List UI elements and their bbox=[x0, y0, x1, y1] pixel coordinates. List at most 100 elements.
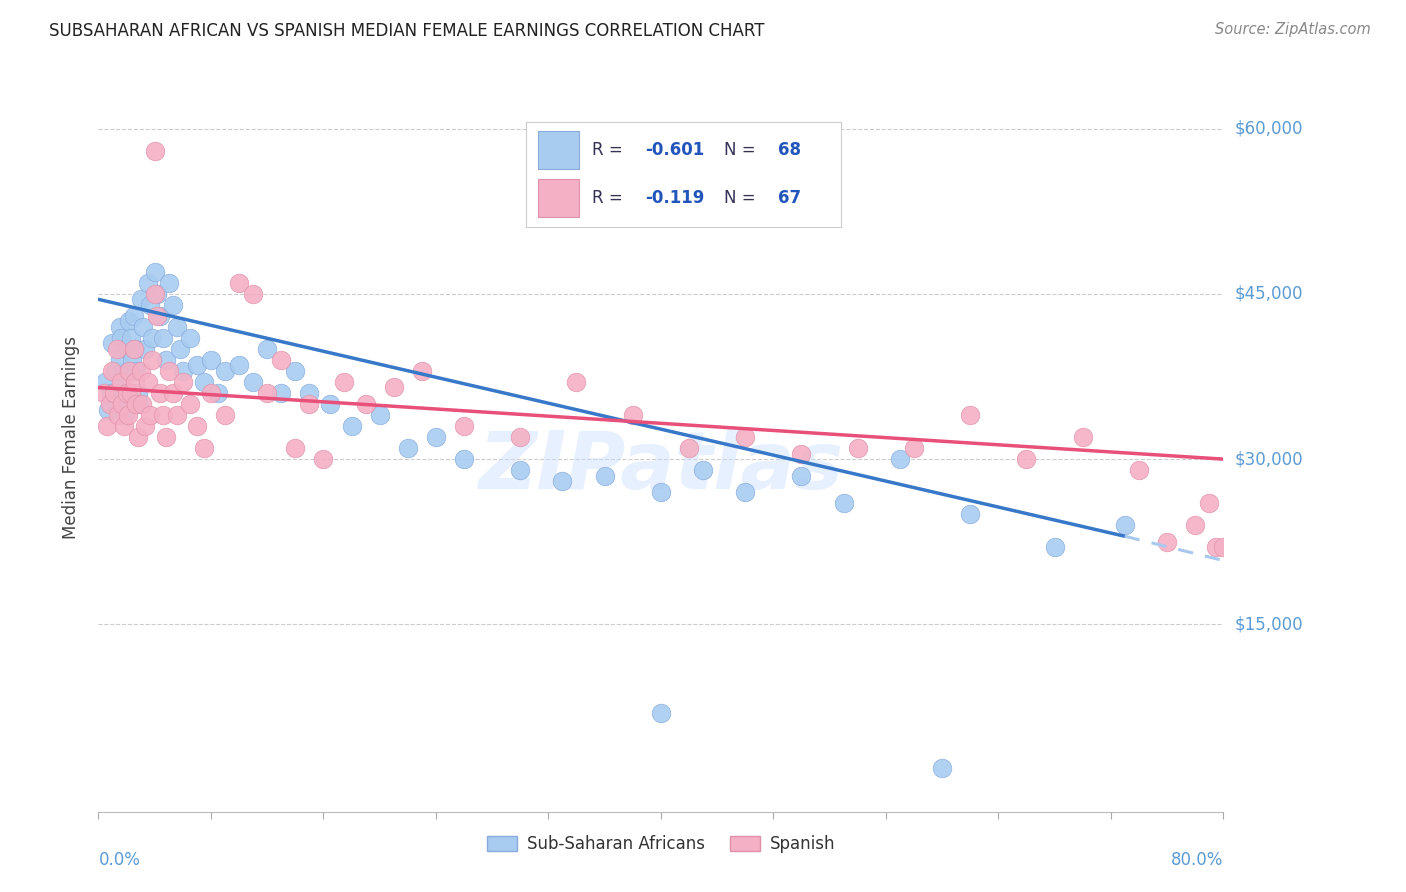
Point bbox=[509, 430, 531, 444]
Point bbox=[124, 375, 146, 389]
Point bbox=[139, 298, 162, 312]
Point bbox=[172, 375, 194, 389]
Point bbox=[242, 286, 264, 301]
Point bbox=[117, 364, 139, 378]
Point bbox=[354, 397, 377, 411]
Point bbox=[172, 364, 194, 378]
Point bbox=[678, 441, 700, 455]
Point bbox=[125, 364, 148, 378]
Point bbox=[298, 397, 321, 411]
Legend: Sub-Saharan Africans, Spanish: Sub-Saharan Africans, Spanish bbox=[479, 829, 842, 860]
Point bbox=[94, 375, 117, 389]
Point bbox=[110, 375, 132, 389]
Point bbox=[214, 364, 236, 378]
Point bbox=[1205, 541, 1227, 555]
Point bbox=[734, 430, 756, 444]
Point bbox=[284, 364, 307, 378]
Point bbox=[149, 309, 172, 323]
Point bbox=[124, 342, 146, 356]
Point bbox=[136, 276, 159, 290]
Point bbox=[146, 309, 169, 323]
Text: $60,000: $60,000 bbox=[1234, 120, 1303, 137]
Point bbox=[121, 353, 143, 368]
Point bbox=[120, 331, 142, 345]
Point bbox=[790, 447, 813, 461]
Point bbox=[832, 496, 855, 510]
Point bbox=[959, 408, 981, 422]
Point bbox=[149, 386, 172, 401]
Text: $15,000: $15,000 bbox=[1234, 615, 1303, 633]
Point bbox=[115, 386, 138, 401]
Point bbox=[107, 408, 129, 422]
Point bbox=[111, 397, 134, 411]
Point bbox=[96, 419, 118, 434]
Point bbox=[134, 342, 156, 356]
Point bbox=[131, 397, 153, 411]
Point bbox=[101, 336, 124, 351]
Point bbox=[122, 342, 145, 356]
Point bbox=[179, 397, 201, 411]
Point bbox=[333, 375, 356, 389]
Point bbox=[425, 430, 447, 444]
Point bbox=[903, 441, 925, 455]
Point bbox=[565, 375, 588, 389]
Point bbox=[111, 369, 134, 384]
Point bbox=[141, 331, 163, 345]
Text: 80.0%: 80.0% bbox=[1171, 851, 1223, 869]
Point bbox=[256, 386, 278, 401]
Point bbox=[207, 386, 229, 401]
Point bbox=[382, 380, 405, 394]
Point bbox=[118, 364, 141, 378]
Point bbox=[270, 386, 292, 401]
Point bbox=[692, 463, 714, 477]
Point bbox=[319, 397, 342, 411]
Point bbox=[453, 419, 475, 434]
Point bbox=[103, 386, 125, 401]
Point bbox=[101, 364, 124, 378]
Point bbox=[312, 452, 335, 467]
Point bbox=[146, 286, 169, 301]
Point bbox=[141, 353, 163, 368]
Point bbox=[790, 468, 813, 483]
Point bbox=[270, 353, 292, 368]
Point bbox=[593, 468, 616, 483]
Point bbox=[108, 353, 131, 368]
Point bbox=[1015, 452, 1038, 467]
Point bbox=[157, 276, 180, 290]
Point bbox=[105, 342, 128, 356]
Point bbox=[411, 364, 433, 378]
Point bbox=[118, 314, 141, 328]
Point bbox=[228, 359, 250, 373]
Point bbox=[650, 485, 672, 500]
Text: $45,000: $45,000 bbox=[1234, 285, 1303, 303]
Point bbox=[114, 408, 136, 422]
Text: $30,000: $30,000 bbox=[1234, 450, 1303, 468]
Point bbox=[846, 441, 869, 455]
Point bbox=[166, 319, 188, 334]
Point bbox=[200, 386, 222, 401]
Point bbox=[120, 386, 142, 401]
Point bbox=[186, 419, 208, 434]
Point bbox=[1212, 541, 1234, 555]
Point bbox=[152, 408, 174, 422]
Point bbox=[650, 706, 672, 720]
Point bbox=[105, 397, 128, 411]
Point bbox=[931, 761, 953, 775]
Point bbox=[127, 430, 149, 444]
Point bbox=[1071, 430, 1094, 444]
Point bbox=[108, 319, 131, 334]
Point bbox=[122, 309, 145, 323]
Point bbox=[97, 402, 120, 417]
Point bbox=[112, 386, 135, 401]
Point bbox=[169, 342, 191, 356]
Point bbox=[621, 408, 644, 422]
Point bbox=[134, 419, 156, 434]
Point bbox=[98, 397, 121, 411]
Point bbox=[1156, 534, 1178, 549]
Point bbox=[162, 298, 184, 312]
Point bbox=[117, 408, 139, 422]
Text: 0.0%: 0.0% bbox=[98, 851, 141, 869]
Point bbox=[129, 364, 152, 378]
Y-axis label: Median Female Earnings: Median Female Earnings bbox=[62, 335, 80, 539]
Point bbox=[1184, 518, 1206, 533]
